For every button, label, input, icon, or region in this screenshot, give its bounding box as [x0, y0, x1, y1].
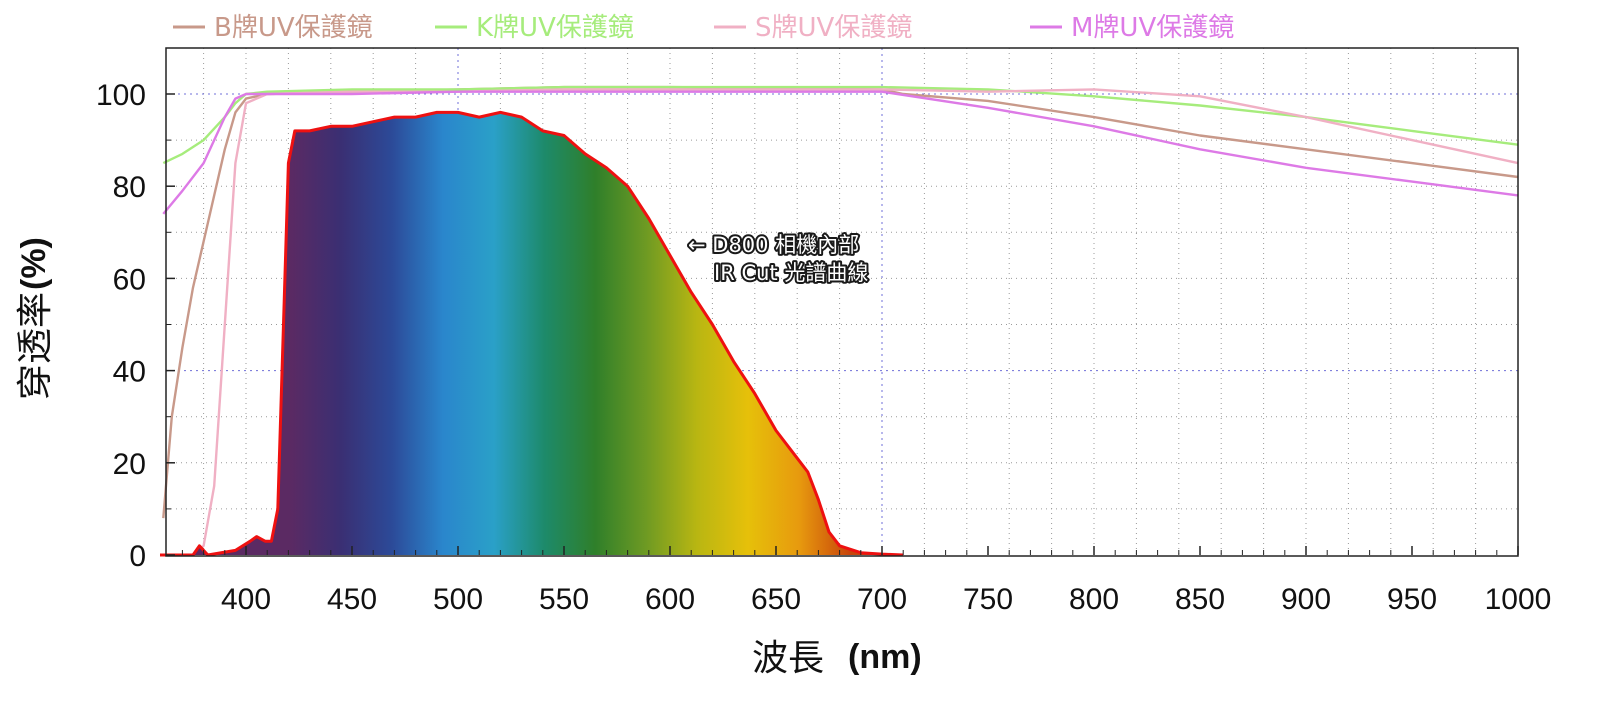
- chart-legend: B牌UV保護鏡 K牌UV保護鏡 S牌UV保護鏡 M牌UV保護鏡: [173, 13, 1234, 43]
- axis-ticks: 400 450 500 550 600 650 700 750 800 850 900 950 1000…: [96, 79, 1551, 616]
- x-tick-label: 500: [433, 583, 483, 616]
- y-tick-label: 80: [113, 171, 146, 204]
- series-layer: [160, 85, 1519, 557]
- x-tick-label: 600: [645, 583, 695, 616]
- series-line-4: [162, 90, 1519, 215]
- ir-cut-spectrum-fill: [160, 112, 904, 555]
- y-tick-label: 20: [113, 448, 146, 481]
- annotation-line-1: ← D800 相機內部: [688, 233, 859, 257]
- x-axis-title: 波長 (nm): [752, 638, 922, 679]
- y-axis-title-text: 穿透率: [15, 292, 56, 400]
- legend-label: M牌UV保護鏡: [1071, 13, 1234, 43]
- x-tick-label: 850: [1175, 583, 1225, 616]
- y-tick-label: 100: [96, 79, 146, 112]
- x-tick-label: 550: [539, 583, 589, 616]
- annotation-line-2: IR Cut 光譜曲線: [714, 261, 868, 285]
- y-axis-title: 穿透率 (%): [15, 237, 56, 400]
- plot-frame: [165, 47, 1519, 557]
- x-tick-label: 750: [963, 583, 1013, 616]
- x-tick-label: 800: [1069, 583, 1119, 616]
- x-tick-label: 950: [1387, 583, 1437, 616]
- y-tick-label: 60: [113, 263, 146, 296]
- x-tick-label: 650: [751, 583, 801, 616]
- y-axis-title-unit: (%): [15, 237, 53, 290]
- x-axis-title-text: 波長: [752, 638, 824, 679]
- x-tick-label: 450: [327, 583, 377, 616]
- legend-label: S牌UV保護鏡: [755, 13, 912, 43]
- x-tick-label: 700: [857, 583, 907, 616]
- x-tick-label: 400: [221, 583, 271, 616]
- y-tick-label: 0: [129, 540, 146, 573]
- x-tick-label: 1000: [1485, 583, 1552, 616]
- ir-cut-annotation: ← D800 相機內部 IR Cut 光譜曲線: [686, 231, 870, 287]
- x-tick-label: 900: [1281, 583, 1331, 616]
- legend-label: B牌UV保護鏡: [214, 13, 373, 43]
- y-tick-label: 40: [113, 356, 146, 389]
- legend-label: K牌UV保護鏡: [476, 13, 634, 43]
- x-axis-title-unit: (nm): [848, 638, 922, 676]
- series-line-5: [160, 110, 904, 557]
